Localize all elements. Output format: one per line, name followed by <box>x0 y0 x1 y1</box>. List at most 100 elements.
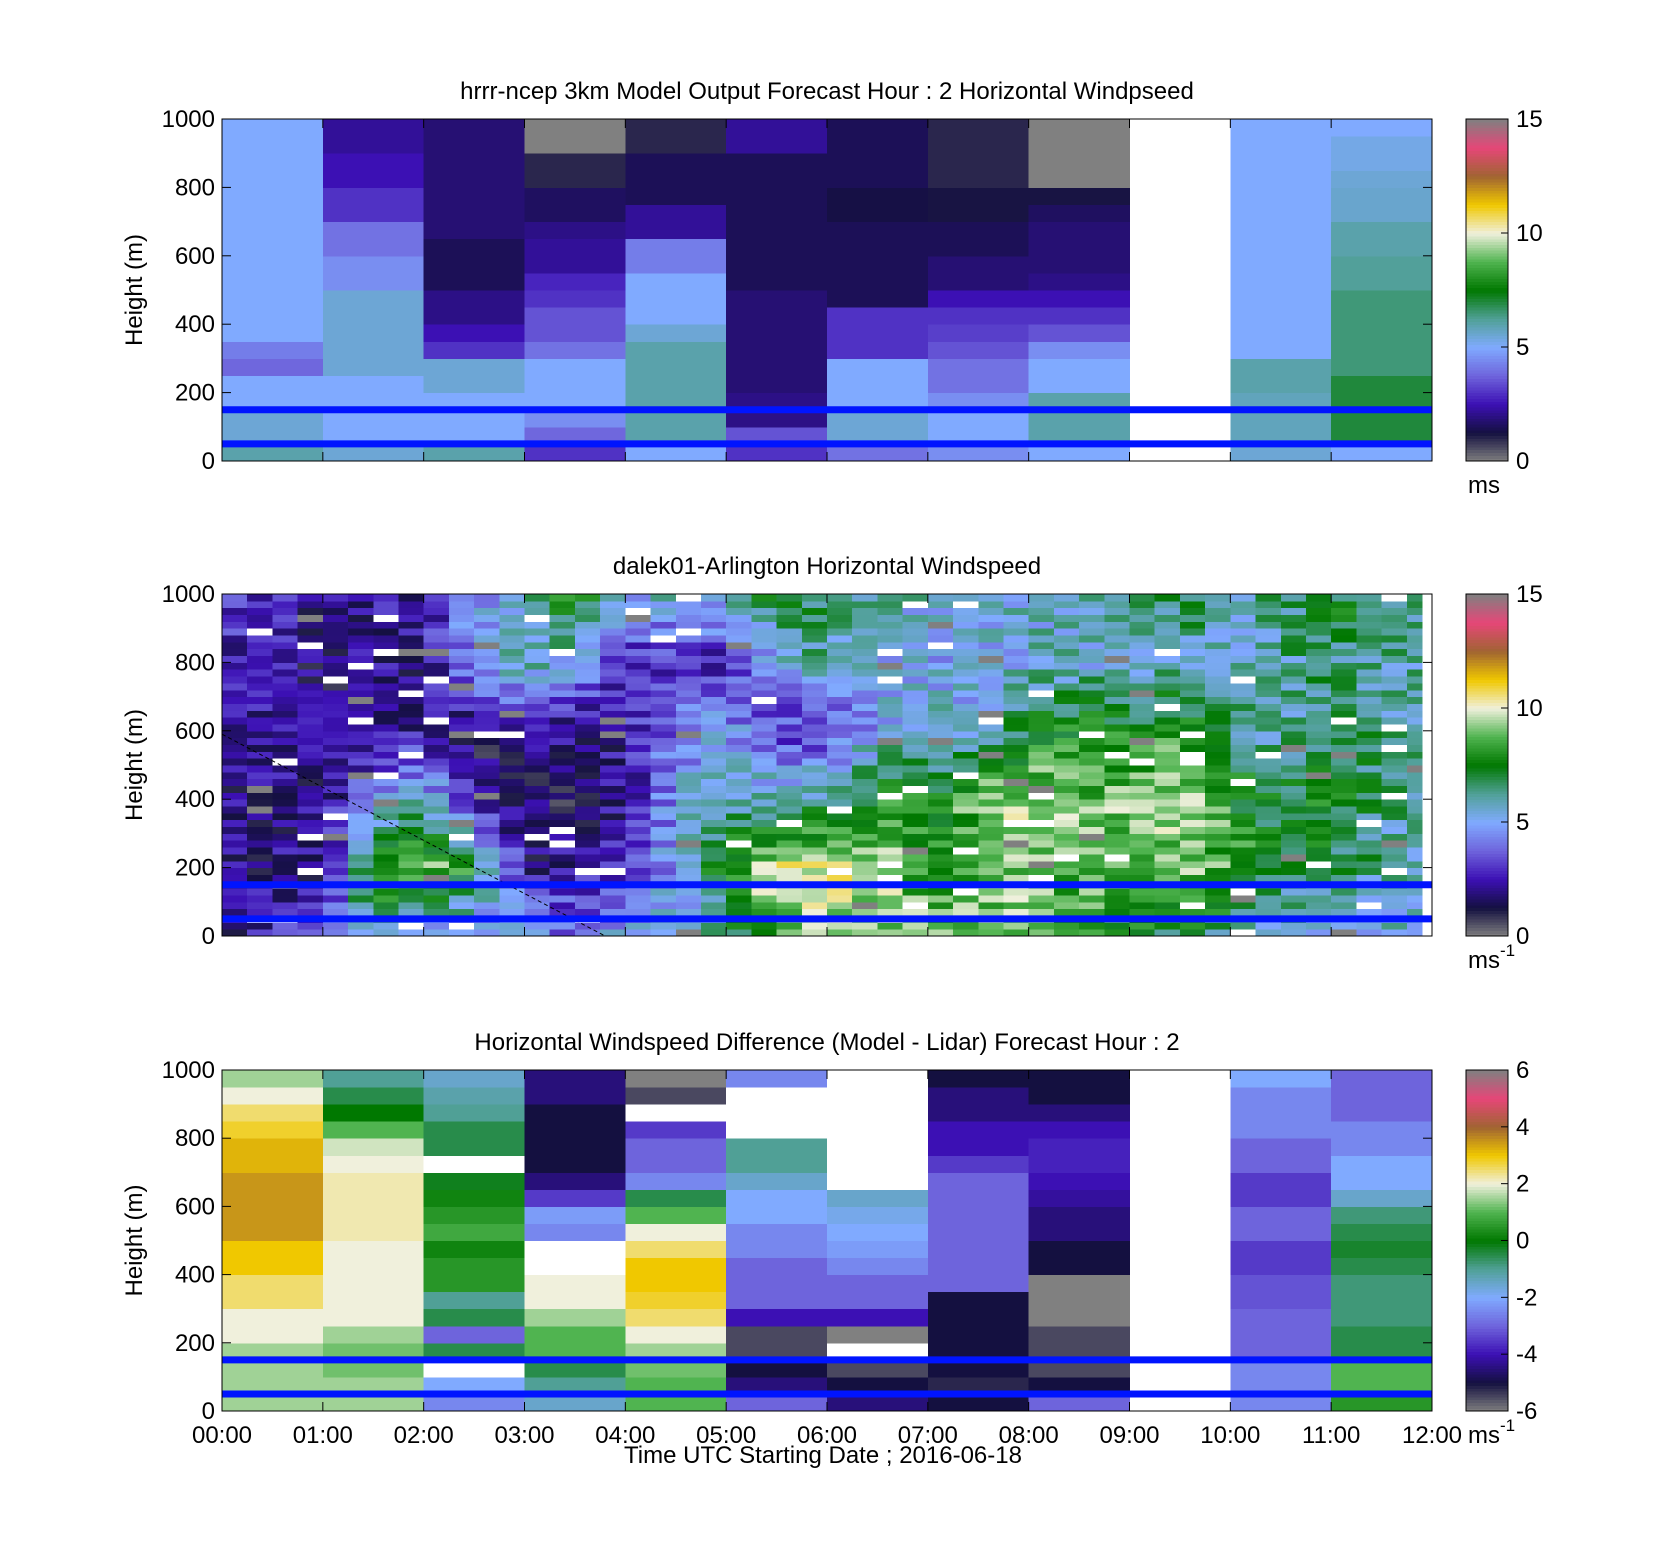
colorbar-segment <box>1466 215 1508 220</box>
heatmap-cell <box>927 1325 1030 1344</box>
heatmap-cell <box>222 272 324 291</box>
heatmap-cell <box>1079 799 1105 807</box>
heatmap-cell <box>1028 426 1130 445</box>
heatmap-cell <box>827 648 853 657</box>
heatmap-cell <box>247 737 273 745</box>
heatmap-cell <box>322 1240 425 1259</box>
heatmap-cell <box>776 648 803 657</box>
heatmap-cell <box>726 272 828 291</box>
heatmap-cell <box>1331 119 1433 137</box>
heatmap-cell <box>322 765 349 773</box>
heatmap-cell <box>700 737 727 745</box>
heatmap-cell <box>1154 751 1181 759</box>
heatmap-cell <box>1129 641 1156 650</box>
heatmap-cell <box>953 737 979 745</box>
heatmap-cell <box>1003 655 1030 663</box>
heatmap-cell <box>1356 785 1383 793</box>
heatmap-cell <box>1230 238 1332 257</box>
heatmap-cell <box>625 894 652 903</box>
heatmap-cell <box>827 922 853 930</box>
heatmap-cell <box>726 676 752 684</box>
heatmap-cell <box>1406 840 1423 848</box>
heatmap-cell <box>398 614 425 622</box>
heatmap-cell <box>978 771 1004 780</box>
heatmap-cell <box>1230 929 1257 937</box>
heatmap-cell <box>902 806 929 814</box>
heatmap-cell <box>827 1291 929 1310</box>
heatmap-cell <box>1104 826 1130 834</box>
heatmap-cell <box>348 860 374 869</box>
heatmap-cell <box>297 792 324 800</box>
colorbar-segment <box>1466 161 1508 166</box>
heatmap-cell <box>222 1274 324 1293</box>
heatmap-cell <box>927 689 954 698</box>
heatmap-cell <box>1129 621 1156 629</box>
heatmap-cell <box>600 676 626 684</box>
heatmap-cell <box>524 621 551 629</box>
heatmap-cell <box>852 888 878 896</box>
heatmap-cell <box>1104 594 1130 602</box>
heatmap-cell <box>1003 628 1030 636</box>
heatmap-cell <box>524 594 551 602</box>
colorbar-segment <box>1466 378 1508 382</box>
heatmap-cell <box>877 847 904 855</box>
heatmap-cell <box>953 819 979 828</box>
heatmap-cell <box>751 751 778 759</box>
heatmap-cell <box>600 799 626 807</box>
heatmap-cell <box>927 771 954 780</box>
heatmap-cell <box>272 737 299 745</box>
heatmap-cell <box>625 635 652 643</box>
heatmap-cell <box>877 737 904 745</box>
colorbar-segment <box>1466 1081 1508 1085</box>
heatmap-cell <box>927 669 954 677</box>
heatmap-cell <box>423 621 450 629</box>
heatmap-cell <box>726 341 828 359</box>
heatmap-cell <box>474 614 500 622</box>
colorbar-segment <box>1466 309 1508 314</box>
heatmap-cell <box>902 703 929 711</box>
lidar-profile <box>927 594 954 937</box>
heatmap-cell <box>726 255 828 274</box>
heatmap-cell <box>1230 1087 1332 1105</box>
heatmap-cell <box>247 655 273 663</box>
heatmap-cell <box>1129 594 1156 602</box>
heatmap-cell <box>1079 847 1105 855</box>
heatmap-cell <box>1053 867 1080 875</box>
heatmap-cell <box>1129 635 1156 643</box>
heatmap-cell <box>700 826 727 834</box>
heatmap-cell <box>902 908 929 916</box>
heatmap-cell <box>322 594 349 602</box>
heatmap-cell <box>1331 758 1357 766</box>
colorbar-segment <box>1466 341 1508 345</box>
heatmap-cell <box>801 888 828 896</box>
heatmap-cell <box>1305 874 1332 882</box>
colorbar-segment <box>1466 822 1508 826</box>
colorbar-segment <box>1466 1291 1508 1296</box>
colorbar-segment <box>1466 1311 1508 1315</box>
heatmap-cell <box>1179 628 1206 636</box>
heatmap-cell <box>1255 812 1282 821</box>
heatmap-cell <box>1129 826 1156 834</box>
heatmap-cell <box>902 669 929 677</box>
heatmap-cell <box>927 853 954 862</box>
colorbar-segment <box>1466 656 1508 661</box>
heatmap-cell <box>1331 744 1357 752</box>
heatmap-cell <box>1205 676 1231 684</box>
heatmap-cell <box>625 826 652 834</box>
colorbar-segment <box>1466 130 1508 134</box>
heatmap-cell <box>499 853 525 862</box>
heatmap-cell <box>852 723 878 732</box>
heatmap-cell <box>1003 594 1030 602</box>
heatmap-cell <box>650 655 677 663</box>
heatmap-cell <box>524 812 551 821</box>
heatmap-cell <box>398 922 425 930</box>
heatmap-cell <box>625 1121 727 1139</box>
heatmap-cell <box>1280 682 1307 691</box>
heatmap-cell <box>1179 758 1206 766</box>
heatmap-cell <box>827 272 929 291</box>
heatmap-cell <box>1356 778 1383 787</box>
colorbar-segment <box>1466 338 1508 342</box>
heatmap-cell <box>953 689 979 698</box>
heatmap-cell <box>927 1223 1030 1241</box>
heatmap-cell <box>1356 594 1383 602</box>
